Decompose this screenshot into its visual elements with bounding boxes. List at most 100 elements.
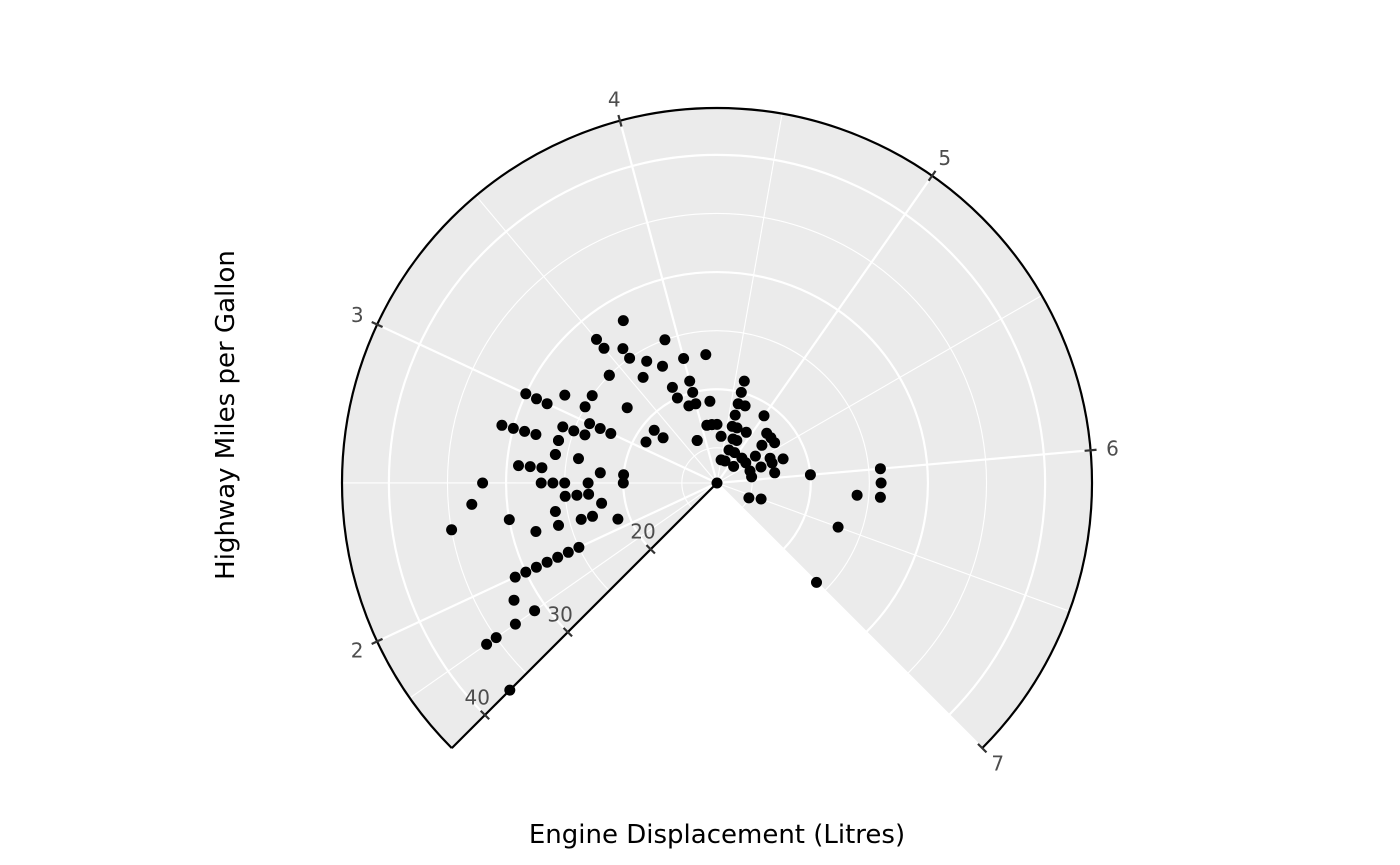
data-point [755, 461, 767, 473]
data-point [547, 477, 559, 489]
data-point [587, 510, 598, 522]
data-point [549, 506, 561, 517]
data-point [575, 513, 587, 525]
minor-ring [681, 447, 753, 509]
data-point [690, 398, 702, 410]
radius-axis-line [451, 482, 718, 749]
data-point [666, 381, 678, 393]
data-point [769, 467, 781, 479]
data-point [704, 395, 716, 407]
data-point [559, 477, 571, 489]
data-point [466, 498, 478, 510]
data-point [557, 421, 569, 433]
data-point [711, 477, 723, 489]
outer-arc [340, 106, 1094, 749]
data-point [719, 455, 731, 467]
data-point [617, 343, 629, 355]
minor-ring [564, 330, 870, 592]
data-point [624, 352, 636, 364]
data-point [530, 526, 542, 537]
data-point [851, 489, 863, 501]
data-point [640, 436, 652, 448]
data-point [657, 432, 669, 444]
data-point [530, 561, 542, 573]
data-point [744, 465, 756, 477]
data-point [594, 423, 606, 434]
theta-tick-label: 3 [351, 303, 364, 327]
minor-spoke [716, 482, 1070, 612]
data-point [598, 342, 610, 354]
major-spoke [618, 120, 719, 484]
axis-ticks: 2 3 4 5 6 7 20 30 40 [351, 88, 1119, 776]
theta-tick-label: 2 [351, 639, 364, 663]
data-point [490, 632, 502, 644]
data-point [691, 435, 703, 446]
data-point [804, 469, 816, 481]
data-point [529, 605, 541, 617]
data-point [531, 393, 542, 405]
data-point [657, 360, 668, 372]
data-point [591, 333, 602, 345]
data-point [579, 401, 591, 413]
data-point [541, 398, 553, 410]
data-point [874, 463, 886, 475]
data-point [553, 519, 564, 531]
data-point [731, 422, 743, 434]
data-point [766, 457, 778, 469]
data-point [637, 371, 649, 383]
minor-spoke [716, 113, 783, 484]
polar-grid [341, 113, 1091, 749]
data-point [617, 477, 629, 489]
major-spoke [716, 482, 983, 749]
data-point [874, 491, 886, 503]
data-point [684, 375, 696, 387]
data-point [504, 684, 516, 696]
data-point [738, 375, 750, 387]
data-point [612, 513, 624, 525]
data-point [509, 571, 521, 583]
data-point [584, 418, 596, 430]
theta-tick-label: 7 [991, 752, 1004, 776]
data-point [520, 566, 532, 578]
theta-tick [617, 114, 623, 127]
data-point [715, 430, 727, 442]
theta-tick-label: 5 [938, 146, 951, 170]
data-point [671, 392, 683, 404]
data-point [509, 618, 521, 630]
data-point [520, 388, 532, 400]
theta-tick [371, 637, 384, 645]
data-point [749, 450, 761, 462]
data-point [579, 429, 591, 441]
polar-border [340, 106, 1094, 749]
x-axis-title: Engine Displacement (Litres) [529, 820, 905, 850]
data-point [571, 489, 583, 501]
theta-tick [927, 170, 937, 182]
data-point [648, 424, 660, 436]
theta-tick [1084, 448, 1097, 452]
data-point [541, 556, 553, 568]
data-point [678, 353, 690, 364]
data-point [536, 462, 548, 474]
data-point [621, 402, 633, 414]
data-point [743, 492, 755, 504]
data-point [731, 435, 743, 446]
radius-tick-label: 40 [465, 685, 490, 709]
data-point [687, 386, 699, 398]
data-point [758, 410, 770, 422]
data-point [573, 453, 584, 465]
radius-tick [645, 544, 656, 555]
major-ring [387, 153, 1047, 716]
major-spoke [716, 175, 933, 484]
data-point [568, 425, 580, 437]
data-point [605, 428, 617, 439]
data-point [507, 422, 519, 434]
data-point [711, 418, 723, 430]
data-point [739, 400, 751, 412]
radius-tick [479, 709, 490, 720]
data-point [503, 514, 515, 526]
data-point [559, 490, 571, 502]
data-point [740, 426, 752, 438]
data-point [573, 541, 585, 553]
data-point [729, 409, 741, 421]
